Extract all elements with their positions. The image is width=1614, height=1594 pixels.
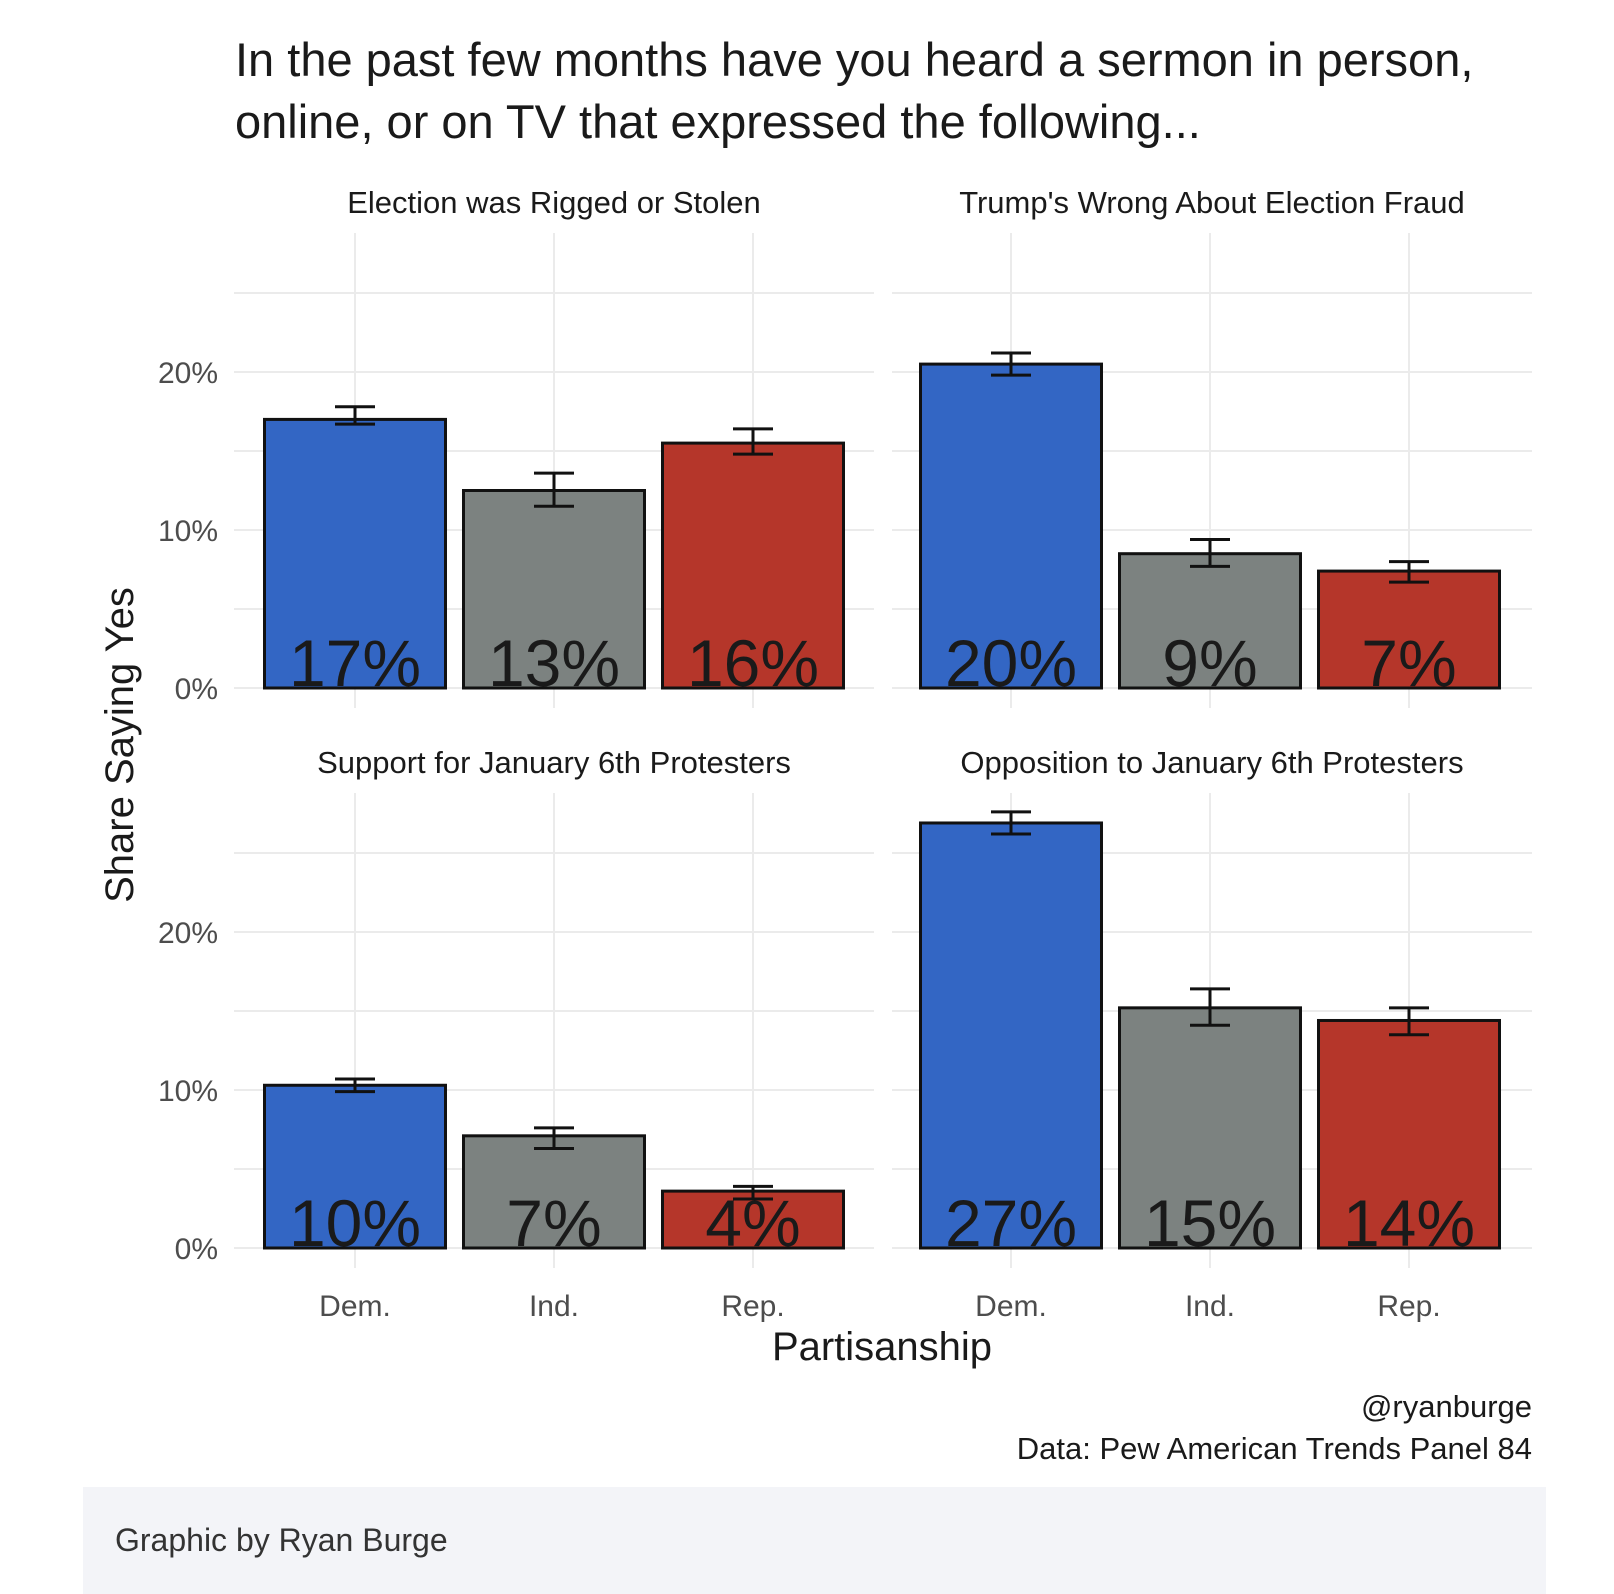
bar: [919, 362, 1103, 690]
y-tick-label: 0%: [175, 1233, 218, 1266]
bar-value-label: 17%: [289, 626, 421, 700]
y-axis-title: Share Saying Yes: [98, 587, 142, 903]
x-tick-label: Rep.: [721, 1290, 784, 1323]
x-axis-title: Partisanship: [772, 1325, 992, 1369]
panel: Opposition to January 6th Protesters 27% D…: [892, 745, 1532, 1323]
bar-value-label: 7%: [1361, 626, 1456, 700]
chart-title-line-2: online, or on TV that expressed the foll…: [235, 95, 1201, 148]
x-tick-label: Dem.: [319, 1290, 391, 1323]
bar-value-label: 13%: [488, 626, 620, 700]
y-tick-label: 20%: [158, 357, 218, 390]
bar: [661, 1189, 845, 1250]
faceted-bar-chart: In the past few months have you heard a …: [98, 33, 1532, 1466]
bar: [263, 1083, 447, 1250]
caption-handle: @ryanburge: [1361, 1389, 1532, 1424]
y-tick-label: 20%: [158, 917, 218, 950]
panel: Trump's Wrong About Election Fraud 20% 9% 7…: [892, 185, 1532, 708]
bar-value-label: 7%: [506, 1186, 601, 1260]
bar: [462, 1134, 646, 1250]
panel-title: Support for January 6th Protesters: [317, 745, 791, 780]
bar: [1317, 569, 1501, 690]
chart-title-line-1: In the past few months have you heard a …: [235, 33, 1473, 86]
bar-value-label: 14%: [1343, 1186, 1475, 1260]
bar-value-label: 20%: [945, 626, 1077, 700]
bar-value-label: 9%: [1162, 626, 1257, 700]
panel: Support for January 6th Protesters 0% 10% 2…: [158, 745, 874, 1323]
caption-source: Data: Pew American Trends Panel 84: [1017, 1431, 1532, 1466]
y-tick-label: 10%: [158, 1075, 218, 1108]
bar-value-label: 10%: [289, 1186, 421, 1260]
credit-box: Graphic by Ryan Burge: [83, 1487, 1546, 1594]
bar-value-label: 16%: [687, 626, 819, 700]
panel-title: Election was Rigged or Stolen: [347, 185, 761, 220]
y-tick-label: 0%: [175, 673, 218, 706]
bar: [1317, 1018, 1501, 1250]
x-tick-label: Ind.: [529, 1290, 579, 1323]
panel-title: Opposition to January 6th Protesters: [960, 745, 1463, 780]
bar-value-label: 4%: [705, 1186, 800, 1260]
bar: [919, 821, 1103, 1250]
panel: Election was Rigged or Stolen 0% 10% 20% 17%…: [158, 185, 874, 708]
credit-text: Graphic by Ryan Burge: [115, 1522, 448, 1558]
bar-value-label: 27%: [945, 1186, 1077, 1260]
bar-value-label: 15%: [1144, 1186, 1276, 1260]
x-tick-label: Rep.: [1377, 1290, 1440, 1323]
x-tick-label: Ind.: [1185, 1290, 1235, 1323]
bar: [263, 417, 447, 690]
x-tick-label: Dem.: [975, 1290, 1047, 1323]
bar: [1118, 552, 1302, 690]
panel-title: Trump's Wrong About Election Fraud: [959, 185, 1465, 220]
panels: Election was Rigged or Stolen 0% 10% 20% 17%…: [158, 185, 1532, 1323]
y-tick-label: 10%: [158, 515, 218, 548]
bar: [661, 441, 845, 690]
